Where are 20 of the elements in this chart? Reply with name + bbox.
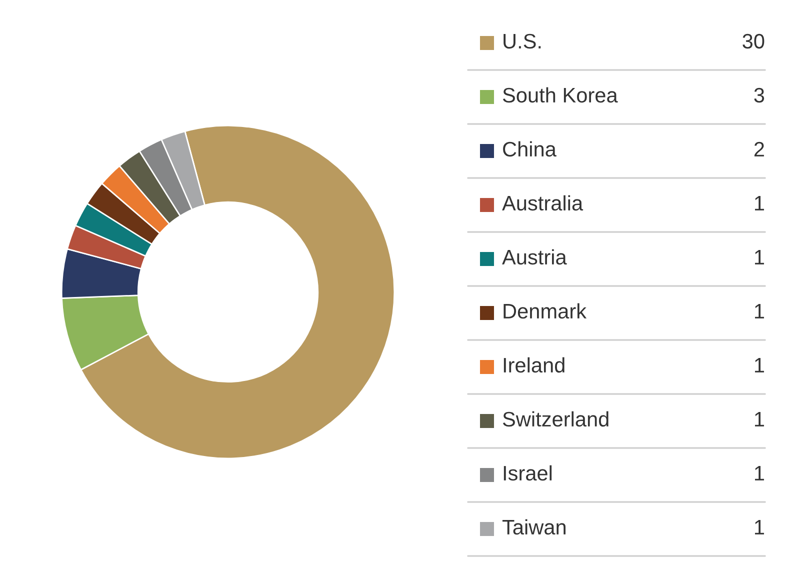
data-label: 1 <box>755 196 764 210</box>
legend-label: Austria <box>502 249 567 265</box>
data-label: 2 <box>754 142 764 156</box>
legend-label: U.S. <box>504 34 541 49</box>
legend-label: Ireland <box>504 357 564 373</box>
data-label: 1 <box>755 466 764 480</box>
data-label: 30 <box>742 34 764 49</box>
data-label: 1 <box>755 520 764 534</box>
legend-label: Australia <box>502 195 584 211</box>
legend-label: Switzerland <box>502 411 608 427</box>
data-label: 1 <box>755 250 764 264</box>
legend-label: Israel <box>504 465 552 481</box>
legend-label: South Korea <box>502 87 618 103</box>
data-label: 1 <box>755 304 764 318</box>
legend-label: Denmark <box>504 303 587 319</box>
legend-label: Taiwan <box>502 519 566 535</box>
legend-label: China <box>503 141 556 157</box>
data-label: 1 <box>755 412 764 426</box>
data-label: 3 <box>754 88 764 103</box>
data-label: 1 <box>755 358 764 372</box>
